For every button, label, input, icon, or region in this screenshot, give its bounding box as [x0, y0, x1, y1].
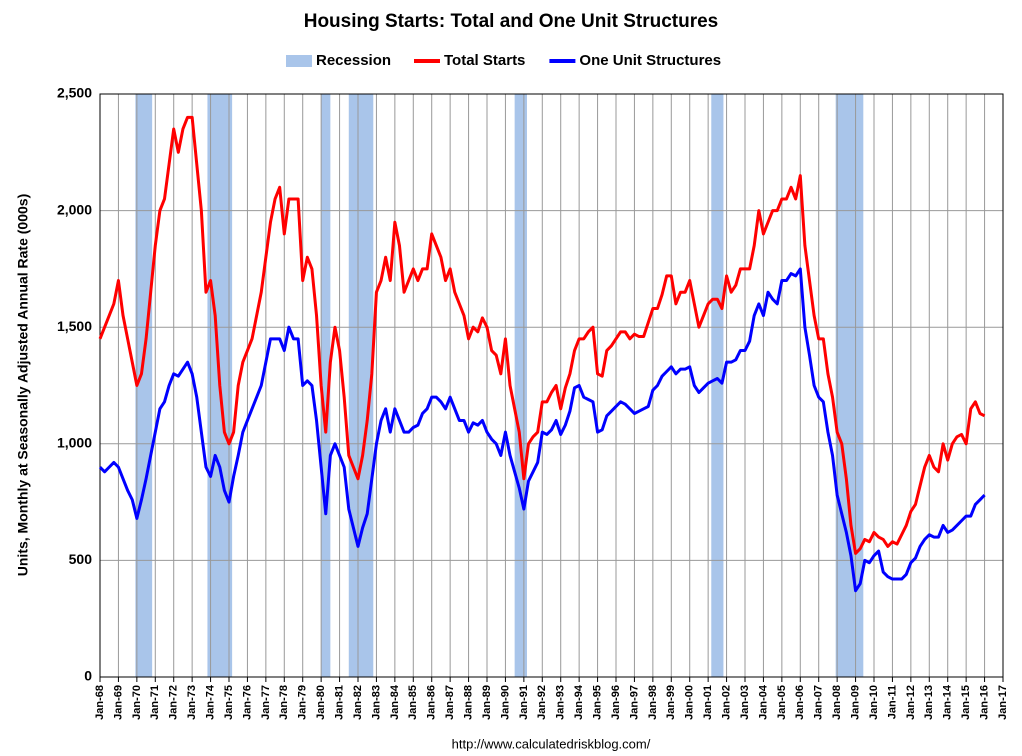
y-tick-label: 500 — [69, 551, 93, 567]
series-line — [98, 115, 986, 555]
x-tick-label: Jan-99 — [665, 685, 677, 720]
legend-label: One Unit Structures — [579, 52, 721, 69]
y-axis-label: Units, Monthly at Seasonally Adjusted An… — [15, 194, 31, 576]
x-tick-label: Jan-15 — [960, 685, 972, 720]
recession-band — [321, 94, 331, 677]
x-tick-label: Jan-04 — [757, 684, 769, 720]
x-tick-label: Jan-09 — [849, 685, 861, 720]
x-tick-label: Jan-05 — [776, 685, 788, 720]
y-tick-label: 2,000 — [57, 201, 92, 217]
x-tick-label: Jan-85 — [407, 685, 419, 720]
x-tick-label: Jan-03 — [739, 685, 751, 720]
x-tick-label: Jan-95 — [591, 685, 603, 720]
y-tick-label: 2,500 — [57, 85, 92, 101]
x-tick-label: Jan-75 — [223, 685, 235, 720]
x-tick-label: Jan-16 — [978, 685, 990, 720]
x-tick-label: Jan-74 — [204, 684, 216, 720]
x-tick-label: Jan-69 — [112, 685, 124, 720]
x-tick-label: Jan-81 — [333, 685, 345, 720]
legend-label: Recession — [316, 52, 391, 69]
plot-border — [99, 93, 1004, 678]
x-tick-label: Jan-08 — [831, 685, 843, 720]
y-tick-label: 1,500 — [57, 318, 92, 334]
x-tick-label: Jan-92 — [536, 685, 548, 720]
x-tick-label: Jan-79 — [297, 685, 309, 720]
x-tick-label: Jan-06 — [794, 685, 806, 720]
x-tick-label: Jan-77 — [260, 685, 272, 720]
x-tick-label: Jan-07 — [813, 685, 825, 720]
x-tick-label: Jan-73 — [186, 685, 198, 720]
x-tick-label: Jan-97 — [628, 685, 640, 720]
x-tick-label: Jan-93 — [555, 685, 567, 720]
x-tick-label: Jan-87 — [444, 685, 456, 720]
x-tick-label: Jan-98 — [647, 685, 659, 720]
x-tick-label: Jan-71 — [149, 685, 161, 720]
x-tick-label: Jan-68 — [94, 685, 106, 720]
x-tick-label: Jan-70 — [131, 685, 143, 720]
x-tick-label: Jan-84 — [389, 684, 401, 720]
x-tick-label: Jan-88 — [462, 685, 474, 720]
x-tick-label: Jan-80 — [315, 685, 327, 720]
x-tick-label: Jan-17 — [997, 685, 1009, 720]
chart-title: Housing Starts: Total and One Unit Struc… — [304, 11, 719, 32]
x-tick-label: Jan-90 — [499, 685, 511, 720]
recession-band — [135, 94, 153, 677]
x-tick-label: Jan-82 — [352, 685, 364, 720]
series-line — [98, 267, 986, 593]
x-tick-label: Jan-01 — [702, 685, 714, 720]
legend-swatch — [286, 55, 312, 67]
x-tick-label: Jan-72 — [168, 685, 180, 720]
y-tick-label: 1,000 — [57, 435, 92, 451]
x-tick-label: Jan-89 — [481, 685, 493, 720]
x-tick-label: Jan-00 — [684, 685, 696, 720]
x-tick-label: Jan-94 — [573, 684, 585, 720]
x-tick-label: Jan-13 — [923, 685, 935, 720]
recession-band — [514, 94, 527, 677]
x-tick-label: Jan-83 — [370, 685, 382, 720]
legend-label: Total Starts — [444, 52, 525, 69]
x-tick-label: Jan-78 — [278, 685, 290, 720]
x-tick-label: Jan-12 — [905, 685, 917, 720]
x-tick-label: Jan-96 — [610, 685, 622, 720]
source: http://www.calculatedriskblog.com/ — [452, 736, 651, 751]
recession-band — [835, 94, 864, 677]
x-tick-label: Jan-02 — [720, 685, 732, 720]
x-tick-label: Jan-86 — [426, 685, 438, 720]
y-tick-label: 0 — [84, 668, 92, 684]
x-tick-label: Jan-14 — [942, 684, 954, 720]
x-tick-label: Jan-11 — [886, 685, 898, 719]
x-tick-label: Jan-76 — [241, 685, 253, 720]
recession-band — [711, 94, 724, 677]
x-tick-label: Jan-91 — [518, 685, 530, 720]
x-tick-label: Jan-10 — [868, 685, 880, 720]
